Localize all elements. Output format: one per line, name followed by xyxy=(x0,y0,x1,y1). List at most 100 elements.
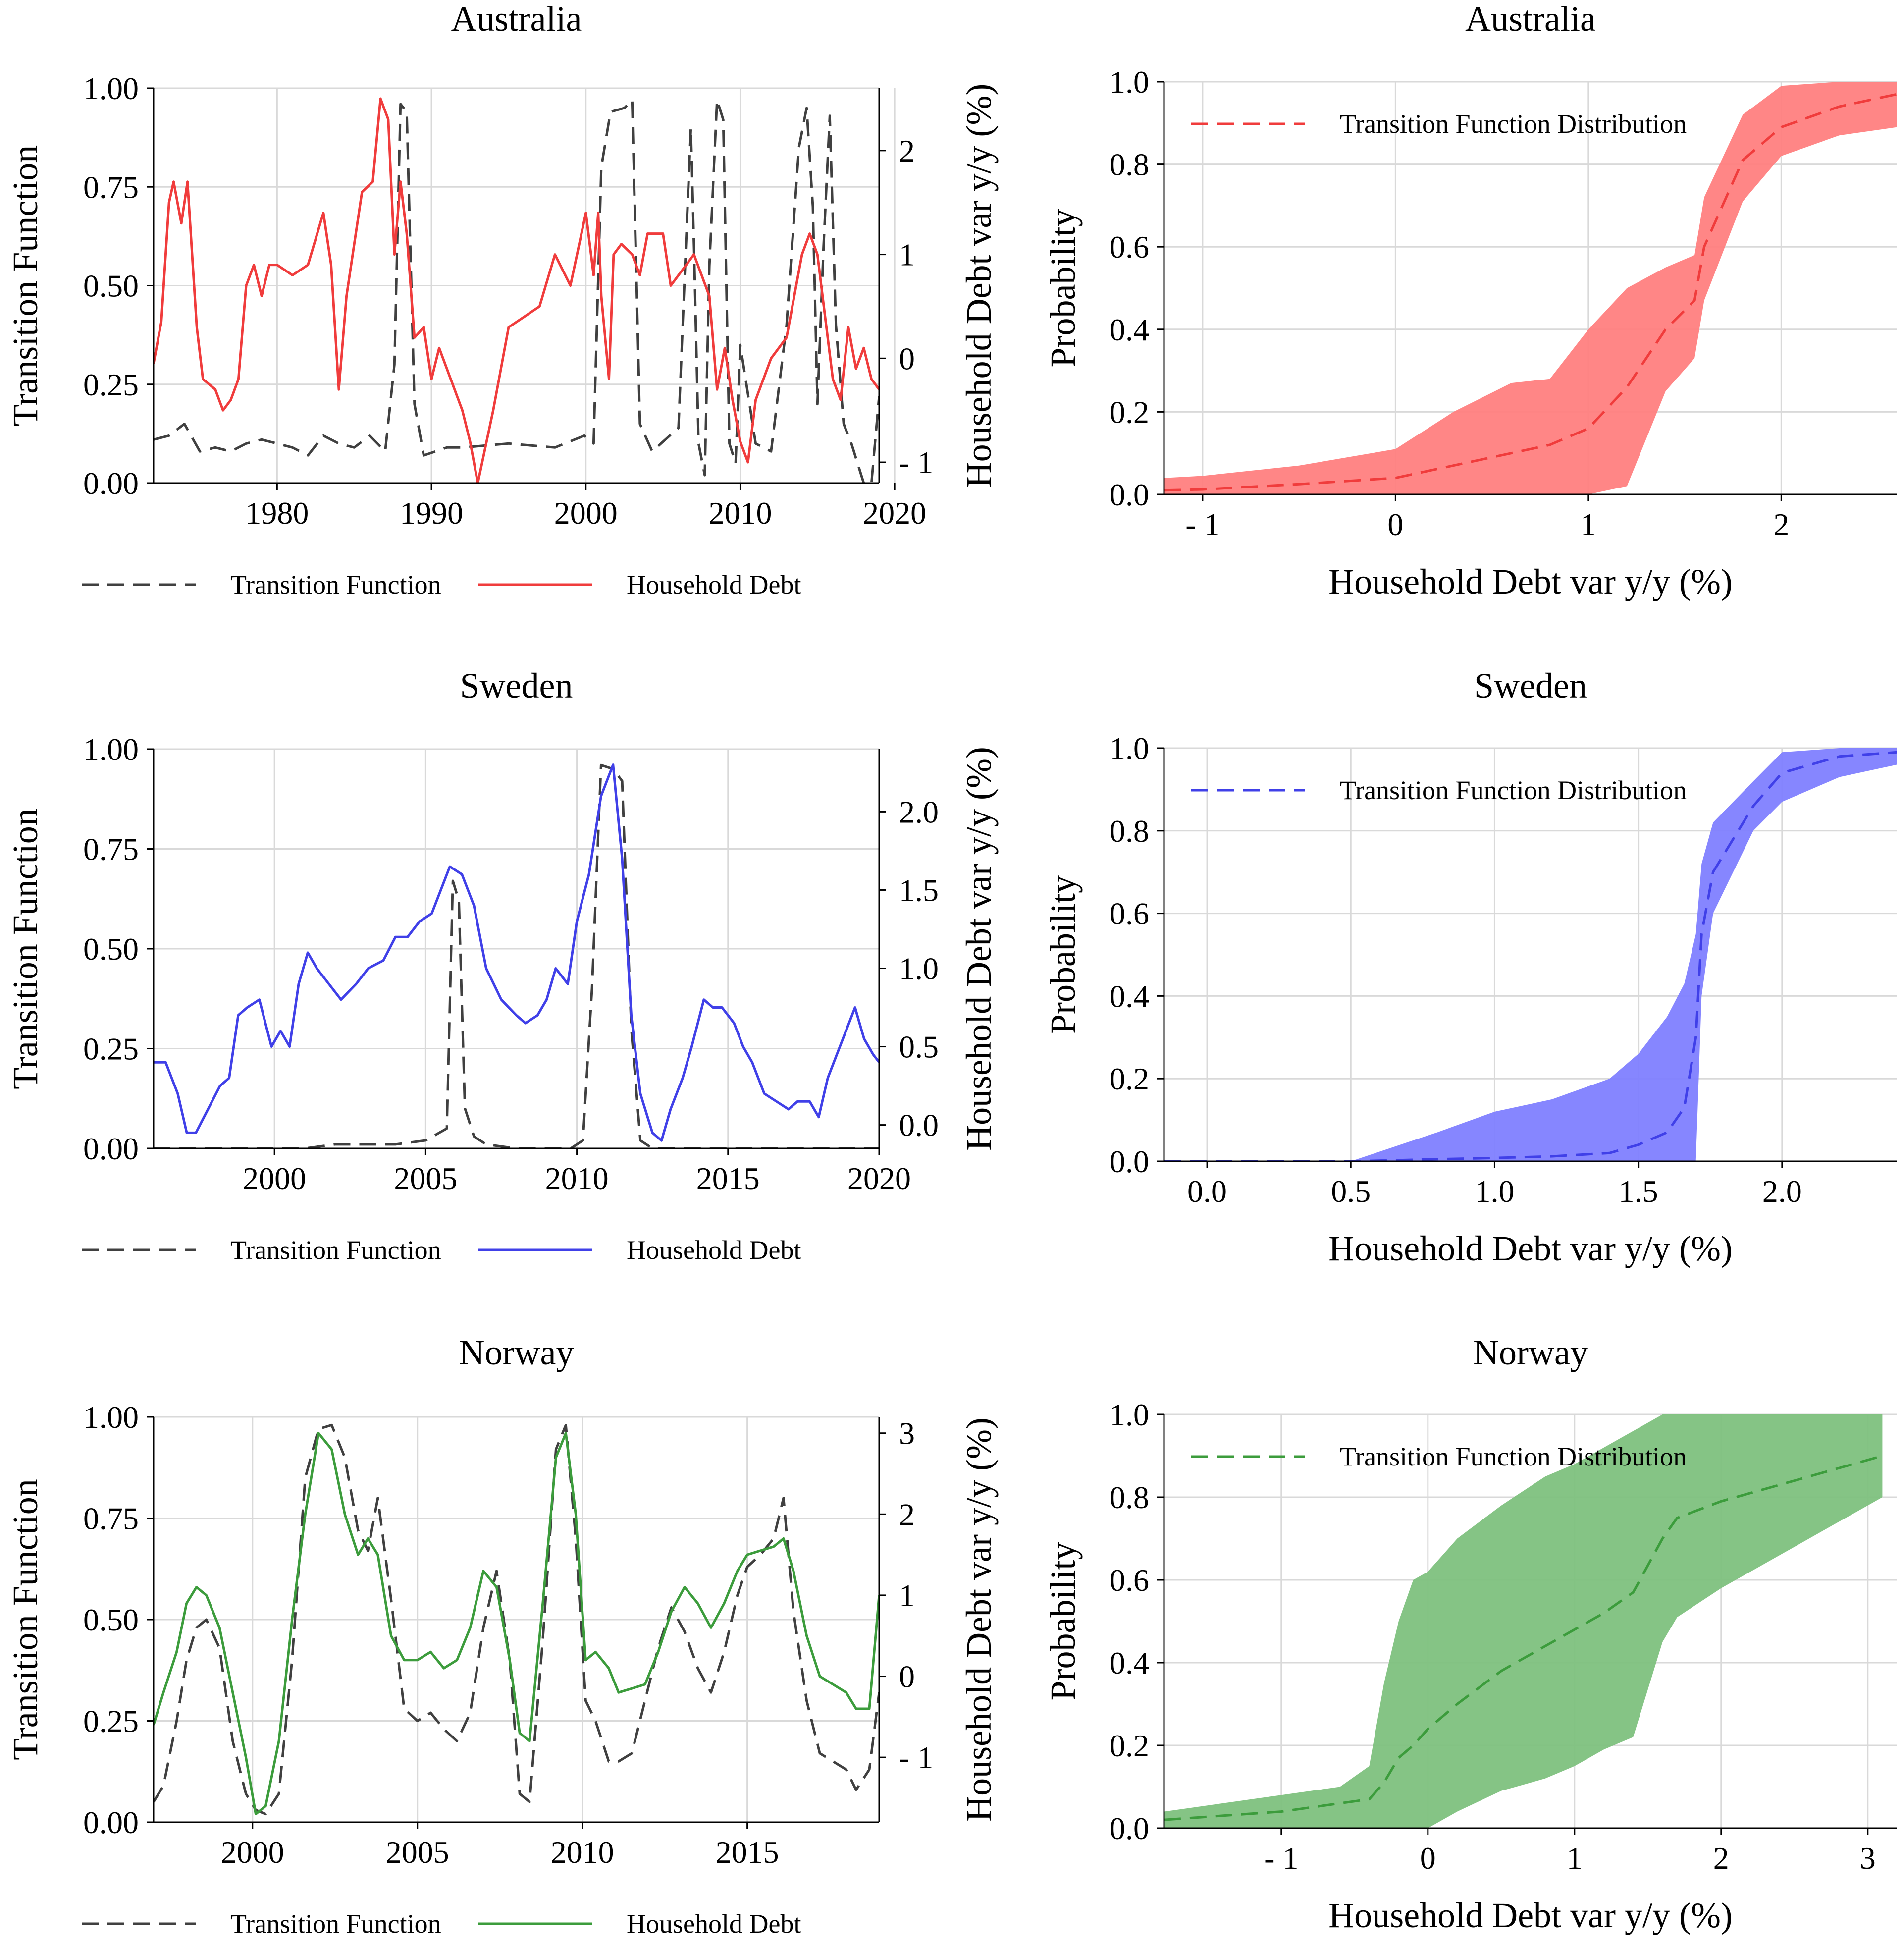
x-tick-label: 2015 xyxy=(696,1161,760,1196)
y2-axis-label: Household Debt var y/y (%) xyxy=(959,84,999,488)
y-tick-label: 1.00 xyxy=(83,1400,139,1435)
plot-area xyxy=(154,97,879,483)
legend-label: Transition Function Distribution xyxy=(1340,1442,1687,1471)
x-tick-label: 3 xyxy=(1860,1841,1876,1876)
x-tick-label: 2 xyxy=(1773,507,1789,542)
y2-tick-label: 2.0 xyxy=(899,794,939,829)
y-tick-label: 0.50 xyxy=(83,269,139,304)
x-tick-label: 2 xyxy=(1713,1841,1729,1876)
legend-label-debt: Household Debt xyxy=(627,1235,801,1265)
y-tick-label: 0.00 xyxy=(83,466,139,501)
x-axis-label: Household Debt var y/y (%) xyxy=(1328,562,1733,601)
y-tick-label: 0.8 xyxy=(1110,814,1149,849)
y-tick-label: 0.0 xyxy=(1110,1811,1149,1846)
household-debt-line xyxy=(154,97,879,483)
chart-title: Australia xyxy=(1465,0,1596,39)
chart-title: Sweden xyxy=(460,666,573,705)
y-tick-label: 0.25 xyxy=(83,1704,139,1739)
x-tick-label: 2.0 xyxy=(1762,1174,1802,1209)
y2-tick-label: 0.5 xyxy=(899,1030,939,1065)
x-tick-label: 2000 xyxy=(221,1835,284,1870)
x-tick-label: 0 xyxy=(1420,1841,1436,1876)
y-tick-label: 1.0 xyxy=(1110,731,1149,766)
y-tick-label: 0.4 xyxy=(1110,978,1149,1014)
y-tick-label: 0.2 xyxy=(1110,1061,1149,1096)
x-tick-label: 1990 xyxy=(400,495,463,531)
y-tick-label: 0.4 xyxy=(1110,312,1149,347)
y-tick-label: 1.00 xyxy=(83,732,139,767)
x-tick-label: 2015 xyxy=(716,1835,779,1870)
x-tick-label: 2000 xyxy=(554,495,618,531)
y-axis-label: Transition Function xyxy=(5,808,45,1089)
y-tick-label: 0.50 xyxy=(83,931,139,967)
y-tick-label: 0.25 xyxy=(83,1031,139,1067)
plot-area xyxy=(1164,82,1897,494)
y-tick-label: 0.2 xyxy=(1110,394,1149,430)
x-axis-label: Household Debt var y/y (%) xyxy=(1328,1896,1733,1935)
legend-label-transition: Transition Function xyxy=(230,1909,441,1939)
y-tick-label: 1.0 xyxy=(1110,64,1149,100)
y-tick-label: 0.50 xyxy=(83,1602,139,1637)
chart-panel-0: Australia 1980 1990 2000 2010 2020 0.00 0.25 0.5… xyxy=(5,0,999,599)
legend-label: Transition Function Distribution xyxy=(1340,775,1687,805)
y2-tick-label: 2 xyxy=(899,1497,915,1532)
plot-area xyxy=(1164,748,1897,1161)
chart-title: Norway xyxy=(1473,1333,1588,1372)
x-tick-label: 2010 xyxy=(551,1835,614,1870)
y2-axis-label: Household Debt var y/y (%) xyxy=(959,1417,999,1822)
plot-area xyxy=(1164,1414,1883,1828)
y-tick-label: 0.8 xyxy=(1110,147,1149,182)
legend-label-transition: Transition Function xyxy=(230,1235,441,1265)
x-tick-label: 1 xyxy=(1581,507,1596,542)
chart-panel-5: Norway - 1 0 1 2 3 0.0 0.2 0.4 0.6 0.8 1.0 Transitio… xyxy=(1043,1333,1897,1935)
chart-panel-4: Norway 2000 2005 2010 2015 0.00 0.25 0.50 0.75 1.… xyxy=(5,1333,999,1939)
y-tick-label: 0.6 xyxy=(1110,1563,1149,1598)
x-tick-label: 1.5 xyxy=(1619,1174,1658,1209)
chart-panel-1: Australia - 1 0 1 2 0.0 0.2 0.4 0.6 0.8 1.0 Transit… xyxy=(1043,0,1897,601)
legend-label-debt: Household Debt xyxy=(627,570,801,599)
confidence-band xyxy=(1164,748,1897,1161)
x-tick-label: 1980 xyxy=(245,495,309,531)
transition-function-line xyxy=(154,1423,879,1816)
x-tick-label: - 1 xyxy=(1264,1841,1298,1876)
y-tick-label: 1.0 xyxy=(1110,1397,1149,1432)
confidence-band xyxy=(1164,1414,1883,1828)
plot-area xyxy=(154,1423,879,1816)
confidence-band xyxy=(1164,82,1897,494)
y2-tick-label: 1.5 xyxy=(899,872,939,908)
y-tick-label: 0.00 xyxy=(83,1131,139,1166)
x-tick-label: 1 xyxy=(1567,1841,1583,1876)
x-tick-label: 2000 xyxy=(243,1161,306,1196)
distribution-line xyxy=(1164,93,1897,492)
y2-tick-label: 1.0 xyxy=(899,951,939,986)
transition-function-line xyxy=(154,763,879,1148)
legend-label-debt: Household Debt xyxy=(627,1909,801,1939)
y2-tick-label: - 1 xyxy=(899,445,933,480)
y-axis-label: Probability xyxy=(1043,209,1083,368)
x-tick-label: 0 xyxy=(1387,507,1403,542)
y2-tick-label: 1 xyxy=(899,237,915,272)
x-tick-label: - 1 xyxy=(1185,507,1219,542)
y-tick-label: 0.0 xyxy=(1110,477,1149,512)
distribution-line xyxy=(1164,1455,1883,1821)
x-tick-label: 1.0 xyxy=(1475,1174,1514,1209)
y2-tick-label: 0 xyxy=(899,341,915,376)
y-tick-label: 0.6 xyxy=(1110,229,1149,265)
y-tick-label: 0.75 xyxy=(83,169,139,205)
chart-panel-3: Sweden 0.0 0.5 1.0 1.5 2.0 0.0 0.2 0.4 0.6 0.8 1.0 T… xyxy=(1043,666,1897,1268)
distribution-line xyxy=(1164,751,1897,1161)
x-tick-label: 2020 xyxy=(863,495,926,531)
y2-tick-label: 1 xyxy=(899,1578,915,1613)
y-tick-label: 0.0 xyxy=(1110,1144,1149,1179)
x-tick-label: 2010 xyxy=(708,495,772,531)
y-tick-label: 0.8 xyxy=(1110,1480,1149,1515)
x-tick-label: 0.5 xyxy=(1331,1174,1371,1209)
legend-label-transition: Transition Function xyxy=(230,570,441,599)
y-tick-label: 0.00 xyxy=(83,1805,139,1840)
x-tick-label: 0.0 xyxy=(1187,1174,1227,1209)
chart-title: Norway xyxy=(459,1333,574,1372)
y2-tick-label: 2 xyxy=(899,133,915,168)
household-debt-line xyxy=(154,1432,879,1816)
chart-title: Australia xyxy=(451,0,582,39)
